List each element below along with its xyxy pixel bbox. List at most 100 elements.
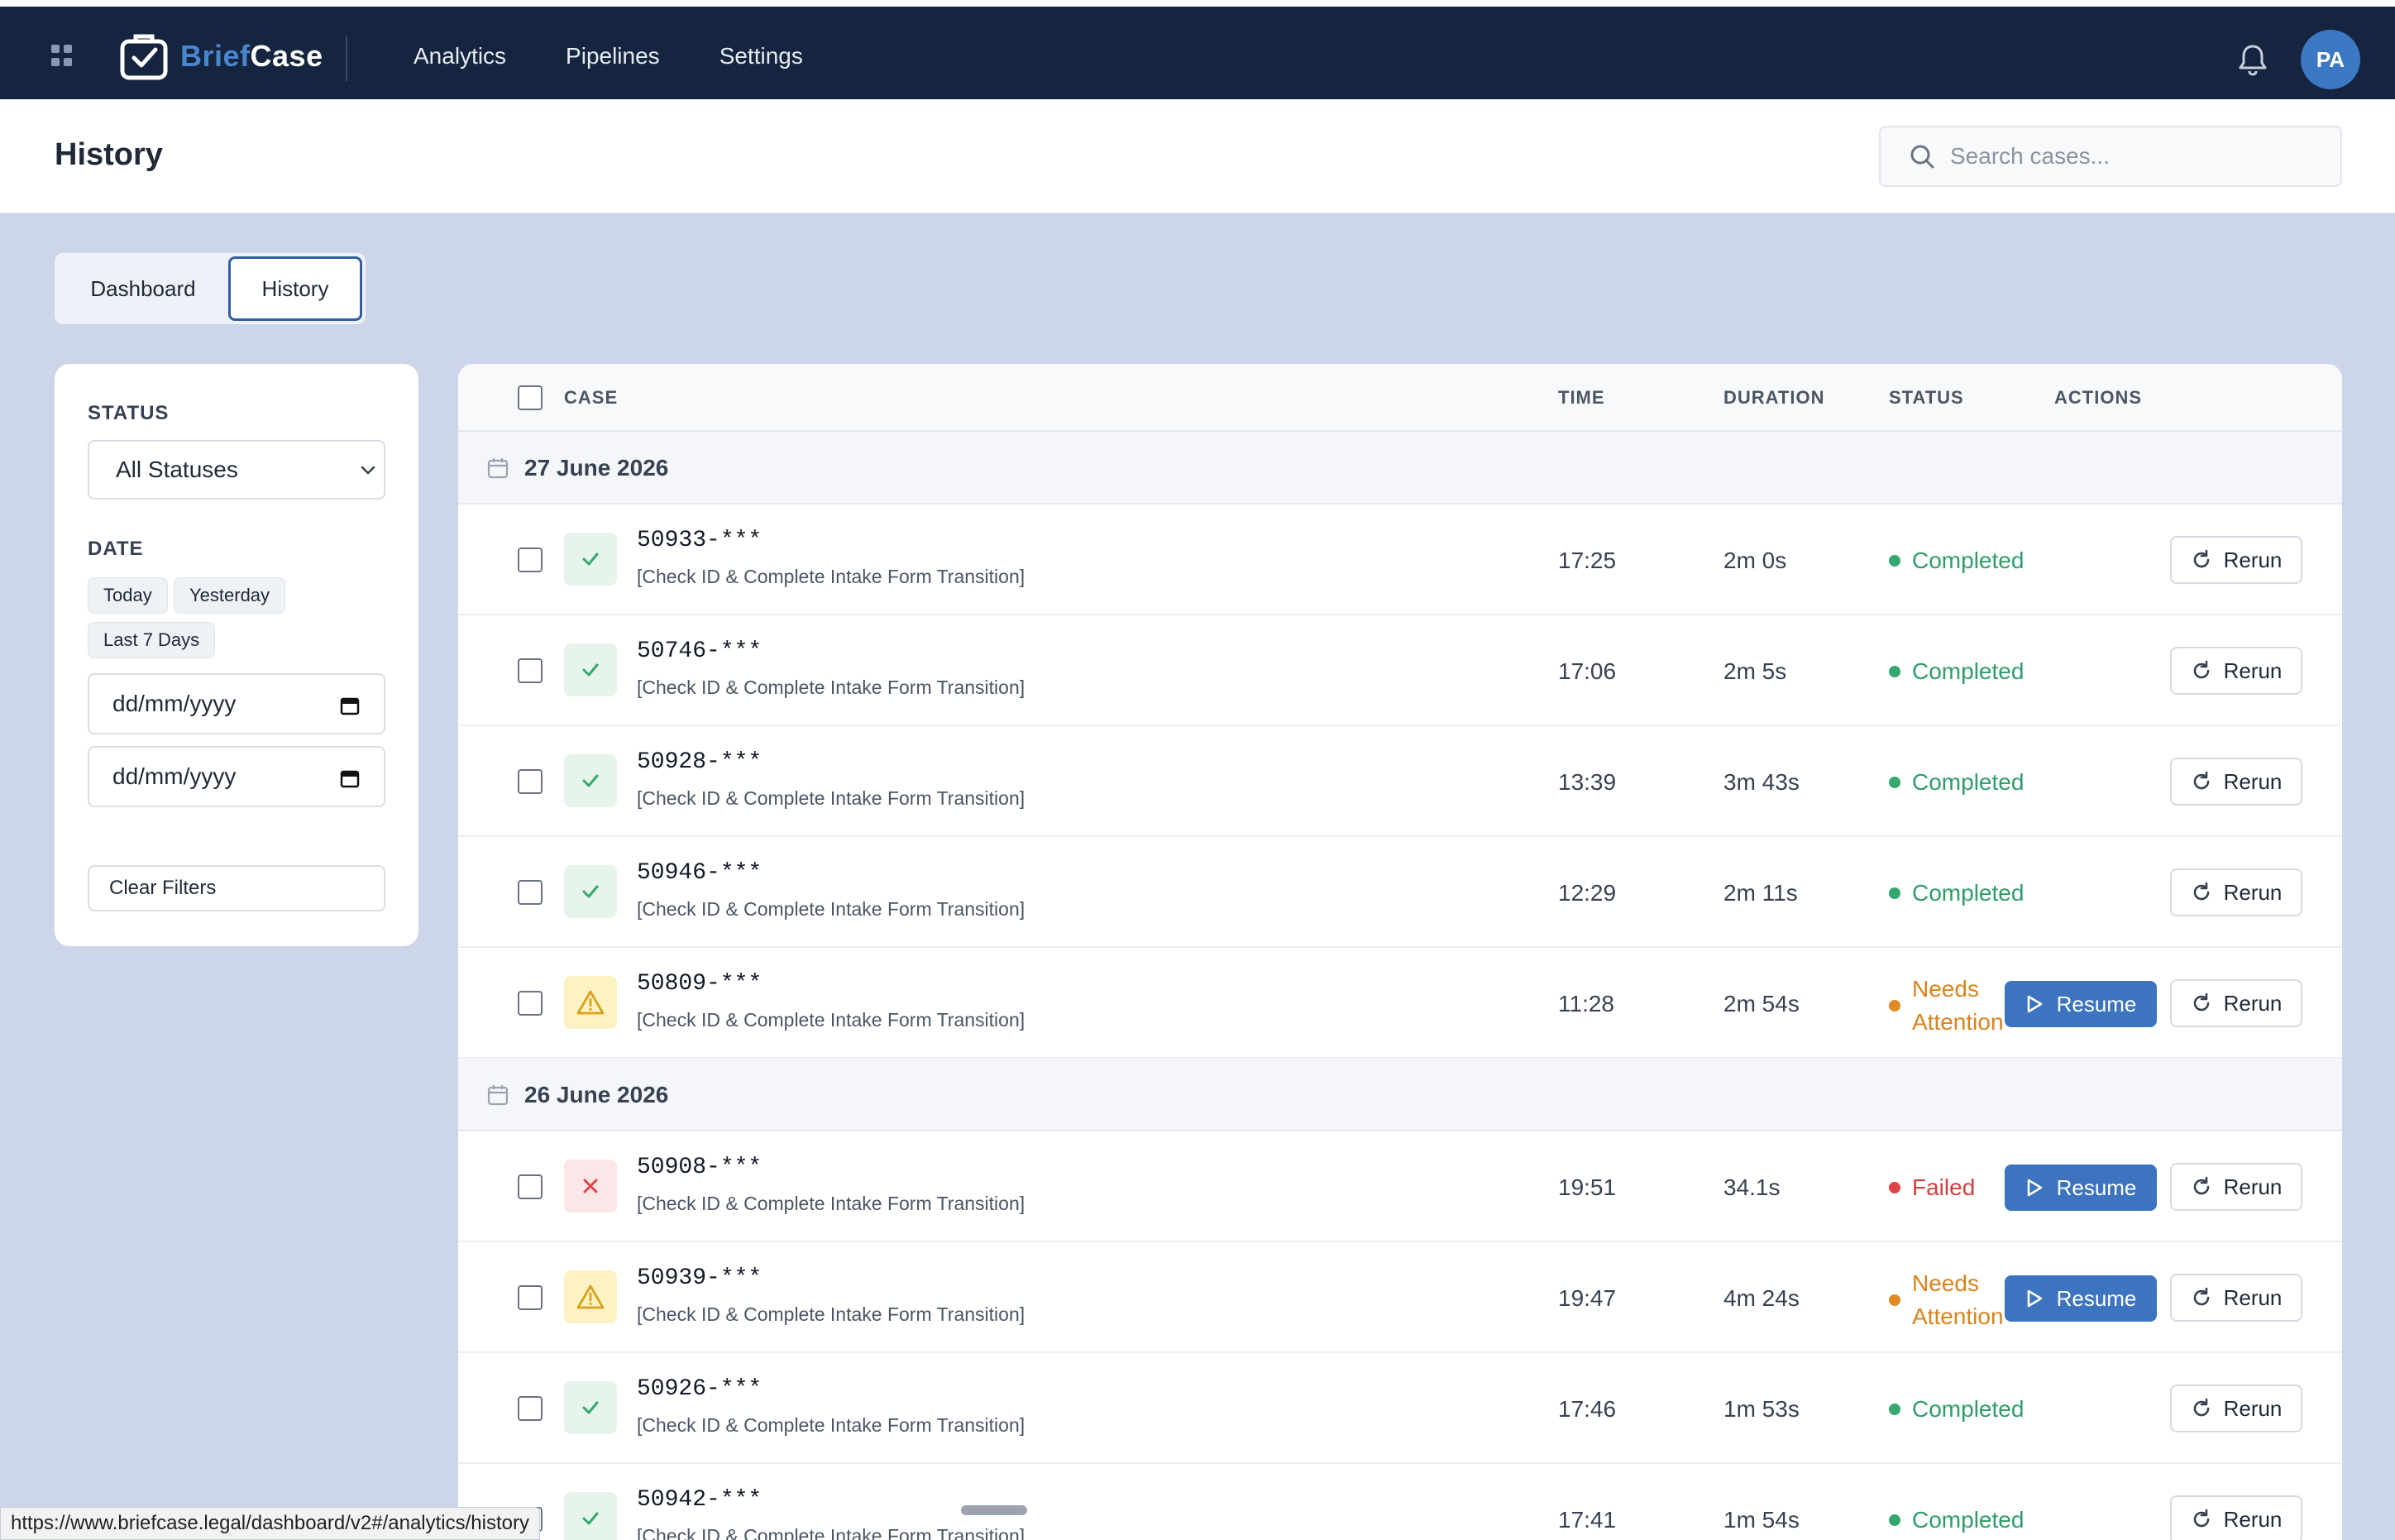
resume-button[interactable]: Resume (2005, 1275, 2157, 1322)
rerun-button[interactable]: Rerun (2170, 758, 2302, 806)
scroll-handle[interactable] (961, 1505, 1027, 1515)
x-icon (583, 1179, 598, 1193)
case-id[interactable]: 50809-*** (637, 971, 762, 997)
case-id[interactable]: 50926-*** (637, 1376, 762, 1402)
search-input[interactable] (1950, 143, 2314, 170)
refresh-icon (2193, 771, 2209, 790)
case-duration: 4m 24s (1723, 1285, 1800, 1311)
case-id[interactable]: 50908-*** (637, 1155, 762, 1180)
case-time: 17:25 (1558, 548, 1617, 573)
rerun-button[interactable]: Rerun (2170, 868, 2302, 916)
date-from-input[interactable]: dd/mm/yyyy (88, 673, 385, 734)
status-indicator (564, 1381, 617, 1434)
rerun-label: Rerun (2223, 879, 2283, 905)
rerun-label: Rerun (2223, 1395, 2283, 1421)
resume-button[interactable]: Resume (2005, 1165, 2157, 1211)
row-checkbox[interactable] (518, 1174, 543, 1199)
calendar-icon (487, 458, 509, 479)
refresh-icon (2193, 1509, 2209, 1528)
case-duration: 2m 5s (1723, 658, 1787, 684)
status-dot (1889, 1404, 1900, 1415)
calendar-icon[interactable] (339, 695, 361, 716)
case-time: 17:06 (1558, 658, 1617, 684)
status-select[interactable]: All Statuses (88, 440, 385, 500)
nav-analytics[interactable]: Analytics (414, 43, 507, 69)
nav-settings[interactable]: Settings (719, 43, 803, 69)
rerun-label: Rerun (2223, 990, 2283, 1016)
date-to-input[interactable]: dd/mm/yyyy (88, 746, 385, 807)
select-all-checkbox[interactable] (518, 385, 543, 410)
case-id[interactable]: 50746-*** (637, 638, 762, 664)
row-checkbox[interactable] (518, 548, 543, 572)
table-row[interactable]: 50746-*** [Check ID & Complete Intake For… (458, 615, 2342, 726)
rerun-button[interactable]: Rerun (2170, 1163, 2302, 1211)
calendar-icon[interactable] (339, 768, 361, 789)
page-title: History (55, 137, 163, 172)
row-checkbox[interactable] (518, 880, 543, 905)
case-description: [Check ID & Complete Intake Form Transit… (637, 566, 1025, 587)
tab-history[interactable]: History (228, 256, 362, 321)
status-dot (1889, 887, 1900, 899)
table-row[interactable]: 50946-*** [Check ID & Complete Intake For… (458, 837, 2342, 948)
date-to-value: dd/mm/yyyy (112, 763, 237, 789)
chip-last-7-days[interactable]: Last 7 Days (88, 622, 216, 658)
table-row[interactable]: 50939-*** [Check ID & Complete Intake For… (458, 1242, 2342, 1353)
status-text: Completed (1912, 1396, 2025, 1422)
refresh-icon (2193, 992, 2209, 1012)
case-time: 17:41 (1558, 1507, 1617, 1533)
rerun-button[interactable]: Rerun (2170, 1385, 2302, 1432)
row-checkbox[interactable] (518, 1285, 543, 1310)
logo[interactable]: BriefCase (119, 30, 323, 83)
search-box[interactable] (1879, 126, 2342, 187)
rerun-button[interactable]: Rerun (2170, 536, 2302, 584)
table-row[interactable]: 50926-*** [Check ID & Complete Intake For… (458, 1353, 2342, 1464)
row-checkbox[interactable] (518, 658, 543, 683)
tab-dashboard[interactable]: Dashboard (90, 275, 196, 301)
group-date-label: 27 June 2026 (524, 455, 669, 481)
column-case: CASE (564, 387, 619, 408)
chip-today[interactable]: Today (88, 577, 168, 614)
case-id[interactable]: 50933-*** (637, 528, 762, 553)
date-group-header: 26 June 2026 (458, 1059, 2342, 1131)
status-text: Completed (1912, 658, 2025, 684)
clear-filters-button[interactable]: Clear Filters (88, 865, 385, 911)
case-id[interactable]: 50939-*** (637, 1265, 762, 1291)
rerun-label: Rerun (2223, 768, 2283, 794)
app-grid-icon[interactable] (51, 45, 73, 66)
case-id[interactable]: 50942-*** (637, 1487, 762, 1513)
case-description: [Check ID & Complete Intake Form Transit… (637, 1303, 1025, 1325)
resume-button[interactable]: Resume (2005, 981, 2157, 1027)
rerun-button[interactable]: Rerun (2170, 1495, 2302, 1540)
row-checkbox[interactable] (518, 1396, 543, 1421)
case-id[interactable]: 50928-*** (637, 749, 762, 775)
table-row[interactable]: 50928-*** [Check ID & Complete Intake For… (458, 726, 2342, 837)
avatar[interactable]: PA (2301, 30, 2360, 89)
case-time: 11:28 (1558, 991, 1614, 1016)
refresh-icon (2193, 660, 2209, 679)
chip-yesterday[interactable]: Yesterday (174, 577, 286, 614)
rerun-label: Rerun (2223, 1506, 2283, 1532)
case-description: [Check ID & Complete Intake Form Transit… (637, 787, 1025, 809)
bell-icon[interactable] (2238, 43, 2268, 76)
rerun-button[interactable]: Rerun (2170, 979, 2302, 1027)
page-header: History (0, 99, 2395, 213)
case-time: 12:29 (1558, 880, 1617, 906)
resume-label: Resume (2056, 1174, 2137, 1200)
check-icon (582, 1401, 599, 1414)
table-row[interactable]: 50908-*** [Check ID & Complete Intake For… (458, 1131, 2342, 1242)
case-description: [Check ID & Complete Intake Form Transit… (637, 677, 1025, 698)
row-checkbox[interactable] (518, 991, 543, 1016)
history-table: CASE TIME DURATION STATUS ACTIONS 27 Jun… (458, 364, 2342, 1540)
table-row[interactable]: 50809-*** [Check ID & Complete Intake For… (458, 948, 2342, 1059)
case-duration: 2m 54s (1723, 991, 1800, 1016)
nav-pipelines[interactable]: Pipelines (566, 43, 660, 69)
rerun-button[interactable]: Rerun (2170, 1274, 2302, 1322)
table-row[interactable]: 50942-*** [Check ID & Complete Intake For… (458, 1464, 2342, 1540)
case-id[interactable]: 50946-*** (637, 860, 762, 886)
row-checkbox[interactable] (518, 769, 543, 794)
status-indicator (564, 643, 617, 696)
table-row[interactable]: 50933-*** [Check ID & Complete Intake For… (458, 505, 2342, 615)
rerun-button[interactable]: Rerun (2170, 647, 2302, 695)
check-icon (582, 552, 599, 566)
case-duration: 2m 0s (1723, 548, 1787, 573)
